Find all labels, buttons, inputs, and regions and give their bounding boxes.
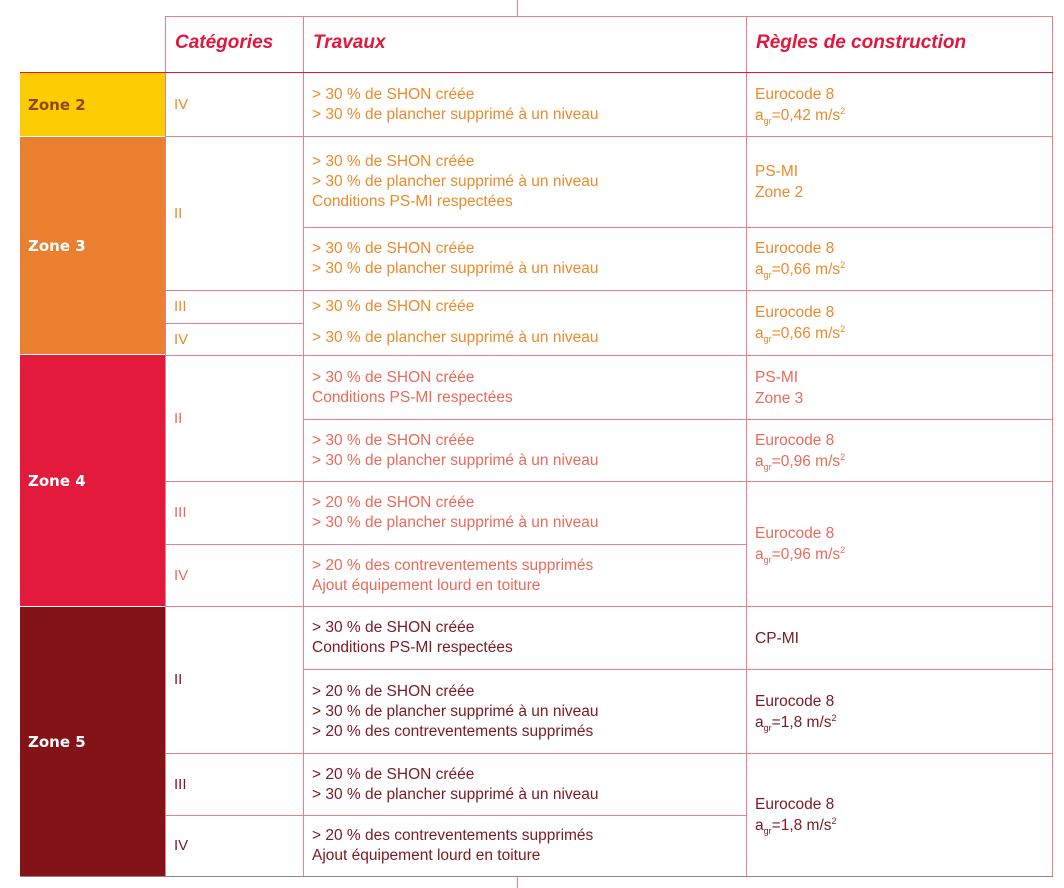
grid-line [165,290,1053,291]
category-cell: IV [174,837,189,854]
grid-line [165,815,747,816]
grid-line [165,481,1053,482]
grid-line [165,16,166,876]
rule-cell: CP-MI [755,629,799,647]
travaux-cell: > 30 % de plancher supprimé à un niveau [312,329,599,346]
rule-cell: Eurocode 8 agr=0,66 m/s2 [755,240,846,281]
rule-cell: Eurocode 8 agr=1,8 m/s2 [755,692,837,733]
grid-line [303,16,304,876]
rule-cell: PS-MI Zone 3 [755,368,804,407]
grid-line [303,227,1053,228]
zone-5-label: Zone 5 [20,607,165,876]
grid-line [165,323,303,324]
travaux-cell: > 30 % de SHON créée > 30 % de plancher s… [312,240,599,277]
grid-line [165,355,1053,356]
travaux-cell: > 30 % de SHON créée Conditions PS-MI res… [312,619,513,656]
category-cell: III [174,775,187,793]
grid-line [165,606,1053,607]
bottom-connector [517,876,518,888]
category-cell: IV [174,95,189,113]
travaux-cell: > 20 % de SHON créée > 30 % de plancher s… [312,494,599,531]
rule-cell: PS-MI Zone 2 [755,163,804,201]
header-regles: Règles de construction [756,32,967,53]
category-cell: II [174,204,183,222]
grid-line [20,72,1053,73]
top-connector [517,0,518,16]
category-cell: IV [174,566,189,584]
travaux-cell: > 30 % de SHON créée [312,298,475,315]
travaux-cell: > 20 % des contreventements supprimés Ajo… [312,556,594,594]
grid-line [303,669,1053,670]
grid-line [1052,16,1053,876]
header-travaux: Travaux [313,32,386,53]
header-categories: Catégories [175,32,274,53]
travaux-cell: > 30 % de SHON créée > 30 % de plancher s… [312,85,599,123]
zone-4-label: Zone 4 [20,355,165,606]
travaux-cell: > 30 % de SHON créée > 30 % de plancher s… [312,153,599,210]
category-cell: II [174,409,183,427]
zone-2-label: Zone 2 [20,73,165,136]
grid-line [165,544,747,545]
grid-line [165,753,1053,754]
grid-line [165,136,1053,137]
category-cell: II [174,671,183,688]
rule-cell: Eurocode 8 agr=0,66 m/s2 [755,304,846,345]
rule-cell: Eurocode 8 agr=0,96 m/s2 [755,431,846,472]
rule-cell: Eurocode 8 agr=1,8 m/s2 [755,796,837,837]
travaux-cell: > 30 % de SHON créée > 30 % de plancher s… [312,431,599,469]
zone-3-label: Zone 3 [20,137,165,354]
category-cell: IV [174,330,189,348]
category-cell: III [174,298,187,315]
travaux-cell: > 30 % de SHON créée Conditions PS-MI res… [312,368,513,406]
travaux-cell: > 20 % des contreventements supprimés Ajo… [312,827,594,864]
grid-line [20,876,1053,877]
travaux-cell: > 20 % de SHON créée > 30 % de plancher s… [312,765,599,803]
rule-cell: Eurocode 8 agr=0,96 m/s2 [755,525,846,566]
grid-line [746,16,747,876]
grid-line [303,419,1053,420]
travaux-cell: > 20 % de SHON créée > 30 % de plancher s… [312,682,599,740]
category-cell: III [174,504,187,521]
grid-line [165,16,1053,17]
rule-cell: Eurocode 8 agr=0,42 m/s2 [755,85,846,126]
